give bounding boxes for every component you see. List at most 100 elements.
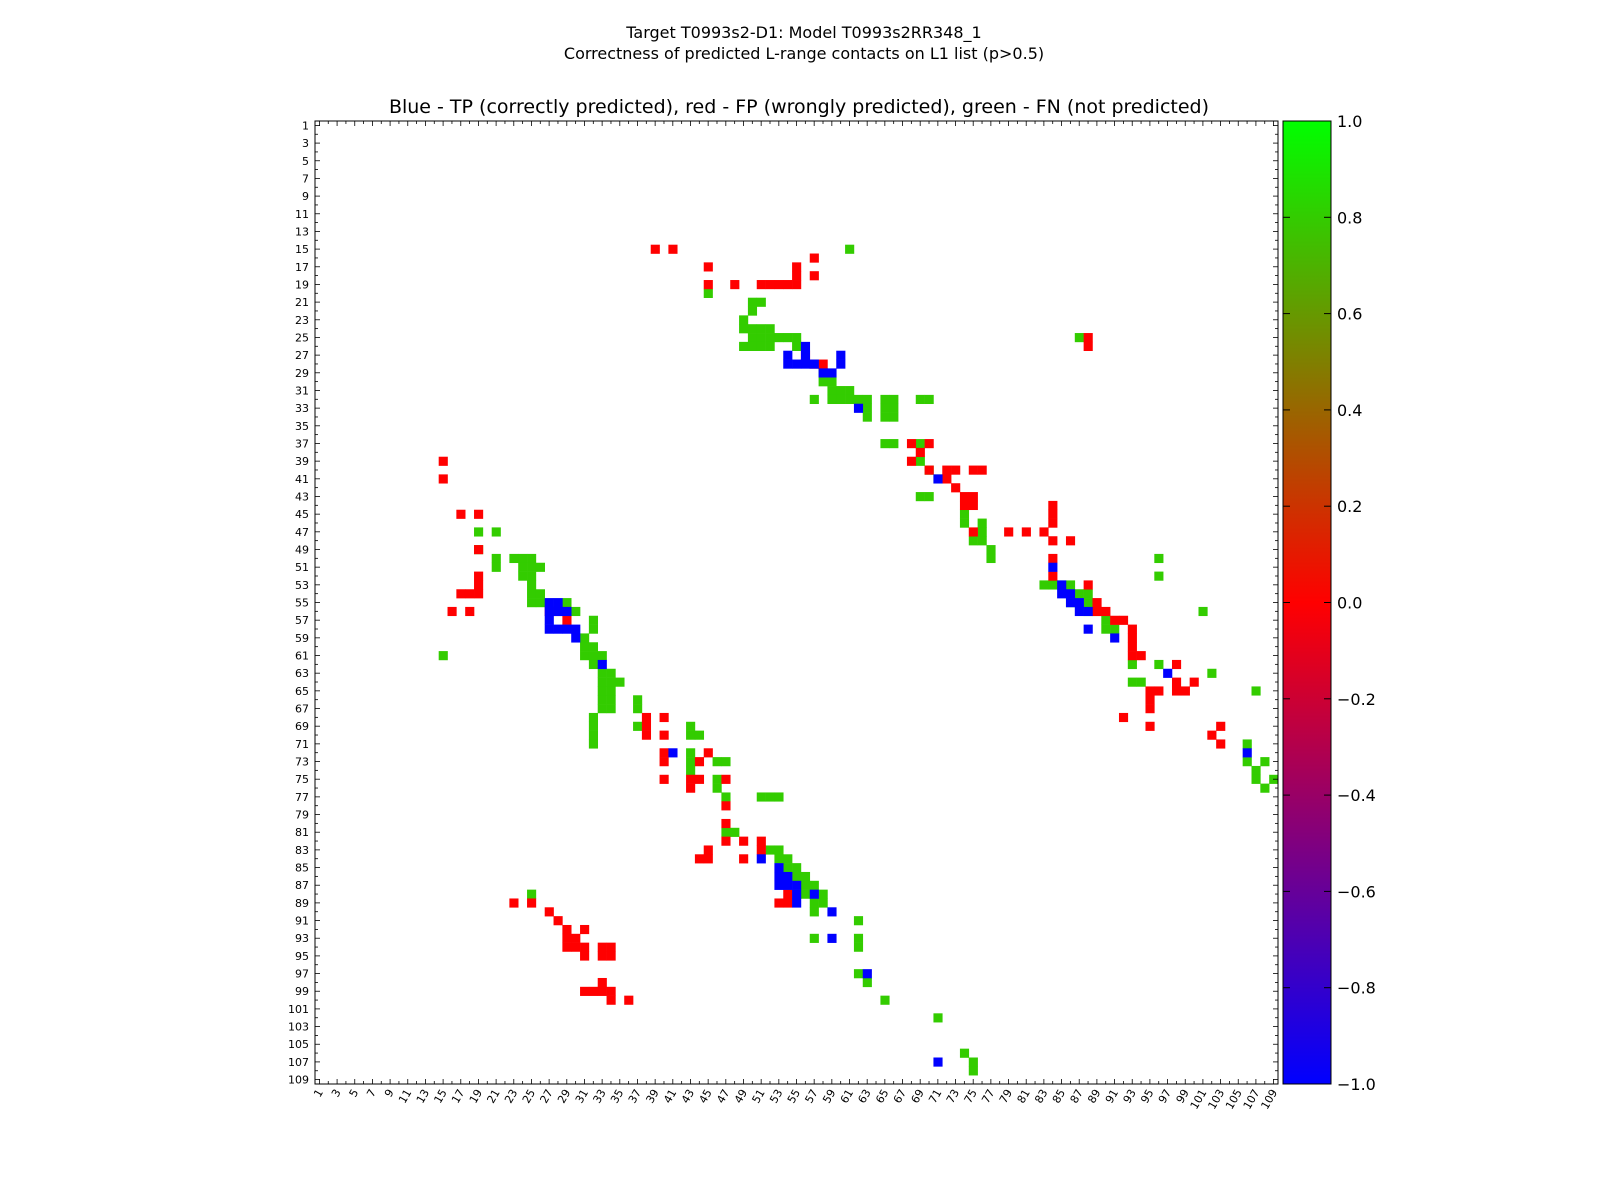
fn-cell xyxy=(783,863,793,873)
fp-cell xyxy=(792,262,802,272)
fp-cell xyxy=(641,712,652,723)
fn-cell xyxy=(527,589,537,599)
fp-cell xyxy=(659,730,669,740)
fn-cell xyxy=(491,553,501,564)
y-tick-label: 81 xyxy=(295,826,309,839)
fp-cell xyxy=(1101,606,1111,617)
x-tick-label: 67 xyxy=(891,1087,909,1106)
y-tick-label: 43 xyxy=(295,490,309,503)
fn-cell xyxy=(562,598,572,608)
fp-cell xyxy=(783,898,793,908)
fn-cell xyxy=(527,889,537,899)
x-tick-label: 21 xyxy=(484,1087,502,1106)
tp-cell xyxy=(792,359,802,369)
x-tick-label: 31 xyxy=(573,1087,591,1106)
fn-cell xyxy=(597,686,607,696)
fn-cell xyxy=(527,562,537,572)
fn-cell xyxy=(1207,668,1217,678)
tp-cell xyxy=(1083,624,1093,634)
y-tick-label: 13 xyxy=(295,225,309,238)
fn-cell xyxy=(518,553,528,564)
x-tick-label: 11 xyxy=(396,1087,414,1106)
fn-cell xyxy=(765,333,775,343)
fp-cell xyxy=(756,845,766,855)
tp-cell xyxy=(1057,589,1067,599)
y-tick-label: 73 xyxy=(295,756,309,769)
fn-cell xyxy=(915,394,925,405)
fp-cell xyxy=(818,359,828,369)
fn-cell xyxy=(1101,624,1111,634)
fp-cell xyxy=(553,916,563,926)
tp-cell xyxy=(827,368,837,378)
y-tick-label: 55 xyxy=(295,597,309,610)
y-tick-label: 95 xyxy=(295,950,309,963)
fn-cell xyxy=(1154,553,1164,564)
y-tick-label: 107 xyxy=(288,1056,309,1069)
fn-cell xyxy=(1110,624,1120,634)
fn-cell xyxy=(792,333,802,343)
fn-cell xyxy=(588,739,599,749)
fn-cell xyxy=(880,394,890,405)
fn-cell xyxy=(889,412,899,422)
tp-cell xyxy=(800,341,811,351)
fn-cell xyxy=(580,642,590,652)
fn-cell xyxy=(606,695,616,705)
y-tick-label: 71 xyxy=(295,738,309,751)
fp-cell xyxy=(606,986,616,996)
tp-cell xyxy=(774,863,784,873)
fp-cell xyxy=(739,836,749,846)
fn-cell xyxy=(491,562,501,572)
fn-cell xyxy=(686,730,696,740)
fn-cell xyxy=(862,394,872,405)
tp-cell xyxy=(1065,589,1076,599)
fn-cell xyxy=(712,757,722,767)
fn-cell xyxy=(977,527,987,537)
fp-cell xyxy=(597,986,607,996)
fn-cell xyxy=(818,898,828,908)
fp-cell xyxy=(659,712,669,723)
tp-cell xyxy=(800,359,811,369)
fn-cell xyxy=(968,536,978,546)
y-tick-label: 27 xyxy=(295,349,309,362)
fn-cell xyxy=(1083,598,1093,608)
tp-cell xyxy=(774,880,784,890)
fp-cell xyxy=(1048,571,1058,581)
y-tick-label: 9 xyxy=(302,190,309,203)
x-tick-label: 1 xyxy=(311,1087,326,1100)
fp-cell xyxy=(650,244,660,254)
x-tick-label: 23 xyxy=(502,1087,520,1106)
fp-cell xyxy=(447,606,457,617)
fn-cell xyxy=(783,333,793,343)
y-tick-label: 51 xyxy=(295,561,309,574)
y-tick-label: 37 xyxy=(295,437,309,450)
fn-cell xyxy=(588,659,599,670)
x-tick-label: 29 xyxy=(555,1087,573,1106)
tp-cell xyxy=(1048,562,1058,572)
y-tick-label: 91 xyxy=(295,915,309,928)
fn-cell xyxy=(818,889,828,899)
fn-cell xyxy=(1251,765,1261,776)
fn-cell xyxy=(606,704,616,714)
fp-cell xyxy=(659,774,669,784)
fn-cell xyxy=(889,439,899,449)
fp-cell xyxy=(571,942,581,952)
x-tick-label: 73 xyxy=(944,1087,962,1106)
contact-cells xyxy=(438,244,1279,1076)
fn-cell xyxy=(880,403,890,413)
fn-cell xyxy=(518,562,528,572)
fn-cell xyxy=(588,642,599,652)
fp-cell xyxy=(730,280,740,290)
fn-cell xyxy=(783,854,793,864)
fp-cell xyxy=(1048,509,1058,519)
fp-cell xyxy=(1039,527,1049,537)
colorbar-tick-label: −0.6 xyxy=(1337,882,1376,901)
fp-cell xyxy=(765,280,775,290)
fn-cell xyxy=(845,244,855,254)
fn-cell xyxy=(703,288,713,298)
fn-cell xyxy=(774,333,784,343)
fn-cell xyxy=(1251,686,1261,696)
fp-cell xyxy=(703,854,713,864)
fn-cell xyxy=(1074,589,1084,599)
y-tick-label: 85 xyxy=(295,862,309,875)
x-tick-label: 107 xyxy=(1241,1087,1263,1112)
